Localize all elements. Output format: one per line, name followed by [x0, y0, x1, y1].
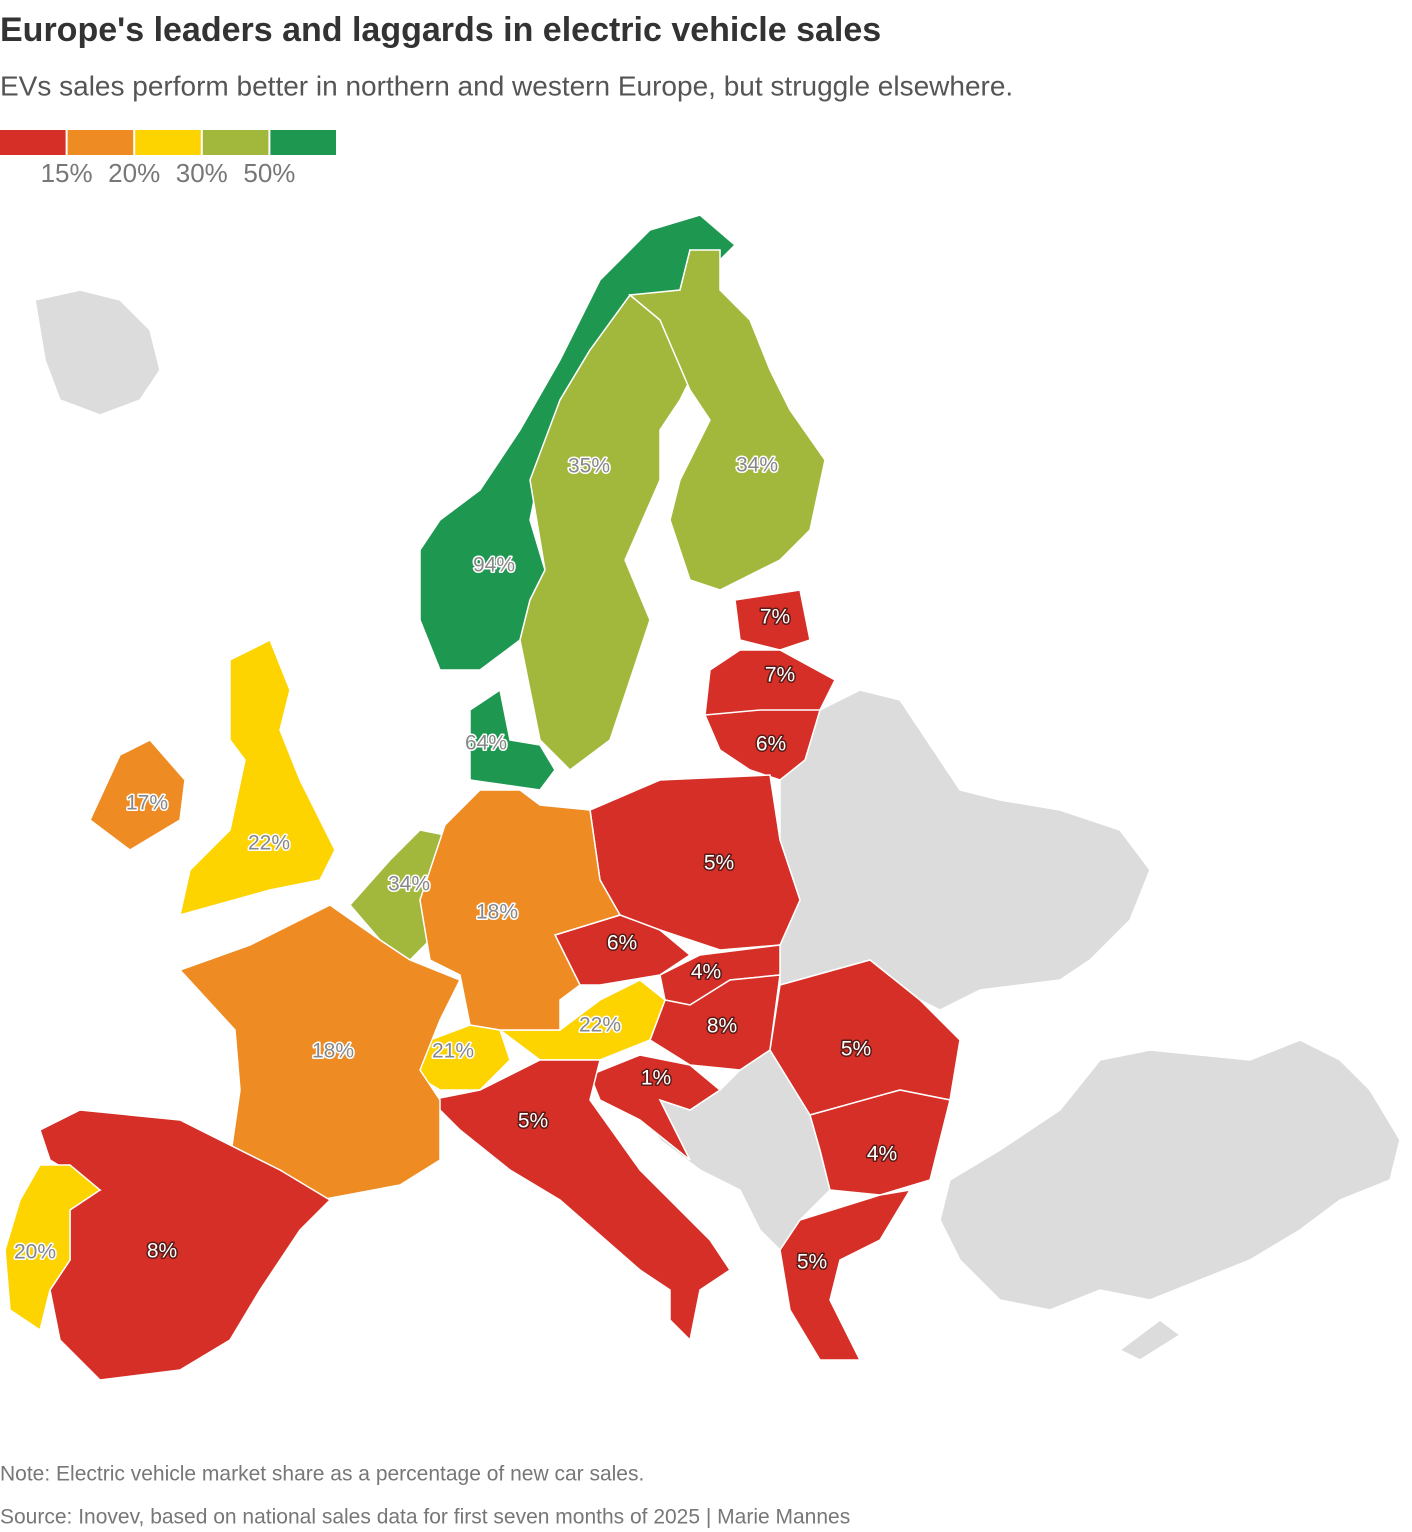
- value-label: 64%: [465, 732, 507, 755]
- note: Note: Electric vehicle market share as a…: [0, 1463, 644, 1486]
- map: 94% 64% 35% 34% 34% 7% 7% 6% 5% 6% 4% 8% 22% 21% 1% 5% 4…: [4, 214, 961, 1381]
- title: Europe's leaders and laggards in electri…: [0, 11, 881, 49]
- value-label: 6%: [607, 932, 637, 955]
- value-label: 17%: [126, 792, 168, 815]
- value-label: 34%: [736, 454, 778, 477]
- value-label: 5%: [704, 852, 734, 875]
- country: [4, 1164, 102, 1332]
- value-label: 21%: [432, 1040, 474, 1063]
- legend: 15% 20% 30% 50%: [0, 130, 336, 188]
- value-label: 6%: [756, 733, 786, 756]
- legend-swatch: [135, 130, 201, 155]
- land: [1118, 1319, 1182, 1361]
- country: [779, 1188, 912, 1361]
- value-label: 18%: [476, 901, 518, 924]
- value-label: 7%: [765, 664, 795, 687]
- country: [89, 739, 186, 851]
- country: [519, 293, 691, 771]
- subtitle: EVs sales perform better in northern and…: [0, 70, 1013, 101]
- country: [419, 789, 622, 1031]
- value-label: 7%: [760, 606, 790, 629]
- value-label: 1%: [641, 1067, 671, 1090]
- value-label: 35%: [568, 455, 610, 478]
- country: [178, 638, 336, 917]
- other-countries: [34, 289, 1401, 1361]
- value-label: 94%: [473, 554, 515, 577]
- country: [178, 904, 462, 1201]
- land: [939, 1039, 1401, 1311]
- legend-swatch: [0, 130, 66, 155]
- legend-label: 20%: [108, 158, 160, 188]
- country: [703, 709, 822, 781]
- legend-swatch: [202, 130, 269, 155]
- legend-swatch: [270, 130, 336, 155]
- land: [779, 689, 1151, 1011]
- value-label: 20%: [14, 1241, 56, 1264]
- land: [34, 289, 161, 416]
- country: [469, 688, 556, 791]
- country: [734, 589, 811, 651]
- value-label: 4%: [691, 961, 721, 984]
- legend-label: 30%: [176, 158, 228, 188]
- value-label: 18%: [312, 1040, 354, 1063]
- country: [553, 914, 692, 986]
- value-label: 22%: [579, 1014, 621, 1037]
- legend-label: 15%: [41, 158, 93, 188]
- value-label: 4%: [867, 1143, 897, 1166]
- country: [809, 1089, 951, 1196]
- legend-swatch: [67, 130, 134, 155]
- country: [414, 1024, 511, 1091]
- value-label: 5%: [797, 1251, 827, 1274]
- value-label: 5%: [841, 1038, 871, 1061]
- country: [589, 1054, 722, 1161]
- country: [649, 974, 781, 1071]
- legend-label: 50%: [243, 158, 295, 188]
- source: Source: Inovev, based on national sales …: [0, 1506, 850, 1529]
- value-label: 34%: [388, 873, 430, 896]
- country: [428, 1059, 732, 1342]
- value-label: 8%: [707, 1015, 737, 1038]
- value-label: 5%: [518, 1110, 548, 1133]
- value-label: 8%: [147, 1240, 177, 1263]
- country: [628, 249, 826, 591]
- value-label: 22%: [248, 832, 290, 855]
